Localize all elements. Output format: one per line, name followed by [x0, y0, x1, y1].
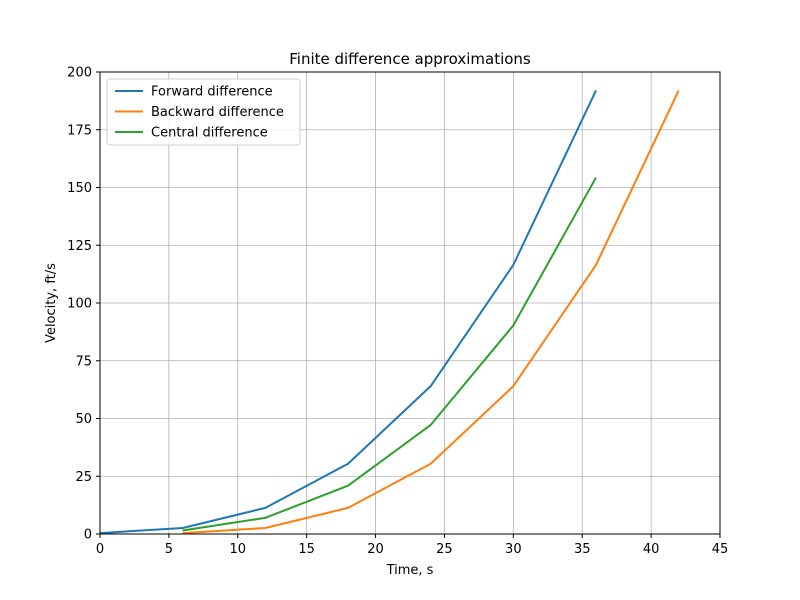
x-tick-label: 25 — [436, 542, 453, 557]
y-tick-label: 100 — [67, 297, 92, 312]
x-tick-label: 0 — [96, 542, 104, 557]
series-line-2 — [182, 177, 597, 532]
legend: Forward difference Backward difference Cen… — [106, 78, 301, 146]
y-tick-label: 200 — [67, 66, 92, 81]
y-tick-label: 0 — [84, 528, 92, 543]
x-axis-label: Time, s — [386, 563, 434, 578]
y-tick-label: 25 — [75, 470, 92, 485]
x-tick-label: 20 — [367, 542, 384, 557]
y-tick-label: 125 — [67, 239, 92, 254]
x-tick-label: 15 — [298, 542, 315, 557]
y-axis-label: Velocity, ft/s — [44, 263, 59, 343]
x-axis-ticks: 0 5 10 15 20 25 30 35 40 45 — [96, 534, 728, 557]
x-tick-label: 35 — [574, 542, 591, 557]
y-tick-label: 50 — [75, 412, 92, 427]
x-tick-label: 30 — [505, 542, 522, 557]
x-tick-label: 10 — [230, 542, 247, 557]
y-axis-ticks: 0 25 50 75 100 125 150 175 200 — [67, 66, 100, 543]
y-tick-label: 150 — [67, 181, 92, 196]
y-tick-label: 75 — [75, 354, 92, 369]
x-tick-label: 45 — [712, 542, 729, 557]
chart-title: Finite difference approximations — [289, 50, 531, 68]
series-line-1 — [182, 90, 680, 535]
legend-label-2: Central difference — [151, 126, 268, 141]
legend-box — [106, 78, 301, 146]
series-line-0 — [99, 90, 597, 535]
legend-label-0: Forward difference — [151, 85, 273, 100]
series-lines — [99, 90, 680, 535]
y-tick-label: 175 — [67, 123, 92, 138]
x-tick-label: 40 — [643, 542, 660, 557]
x-tick-label: 5 — [165, 542, 173, 557]
legend-label-1: Backward difference — [151, 105, 284, 120]
